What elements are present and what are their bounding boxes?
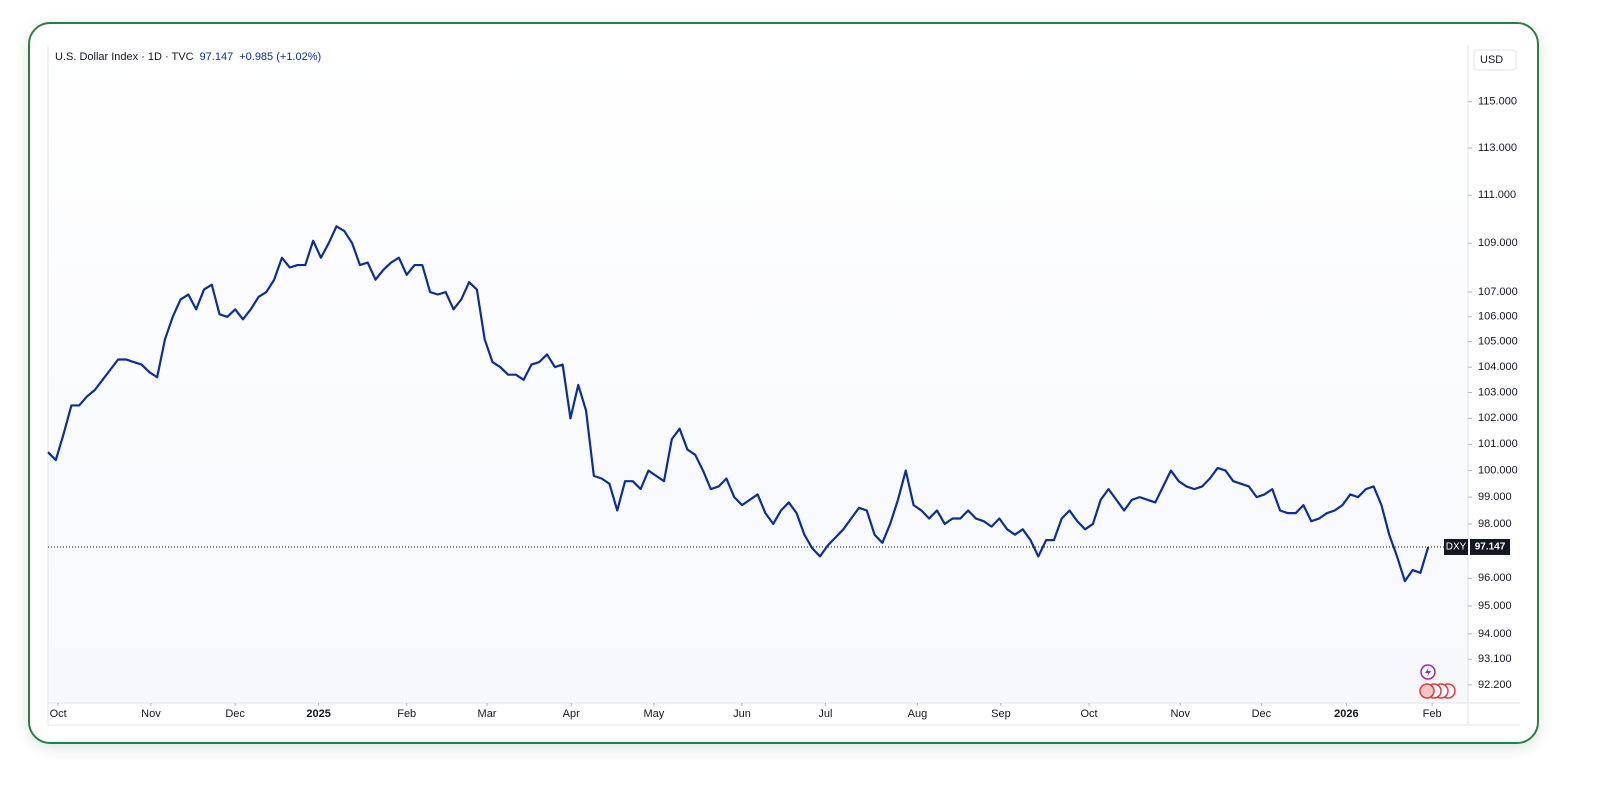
- y-tick-label: 100.000: [1478, 464, 1518, 476]
- y-tick-label: 106.000: [1478, 311, 1518, 323]
- plot-area: [48, 45, 1468, 703]
- x-tick-label: Sep: [991, 708, 1011, 720]
- y-tick-label: 99.000: [1478, 491, 1512, 503]
- y-tick-label: 111.000: [1478, 189, 1516, 201]
- y-tick-label: 92.200: [1478, 679, 1512, 691]
- x-tick-label: 2025: [306, 708, 330, 720]
- x-tick-label: Nov: [141, 708, 161, 720]
- y-tick-label: 113.000: [1478, 142, 1517, 154]
- legend-header: U.S. Dollar Index · 1D · TVC 97.147 +0.985…: [55, 51, 321, 63]
- y-tick-label: 109.000: [1478, 237, 1518, 249]
- y-tick-label: 95.000: [1478, 600, 1512, 612]
- y-tick-label: 98.000: [1478, 518, 1512, 530]
- x-tick-label: Dec: [225, 708, 245, 720]
- x-tick-label: Jun: [733, 708, 751, 720]
- x-tick-label: Mar: [478, 708, 497, 720]
- x-tick-label: Feb: [1423, 708, 1442, 720]
- x-tick-label: Feb: [397, 708, 416, 720]
- x-tick-label: Dec: [1252, 708, 1272, 720]
- x-tick-label: Jul: [818, 708, 832, 720]
- event-icons: [1419, 664, 1456, 699]
- x-tick-label: 2026: [1334, 708, 1358, 720]
- x-tick-label: Aug: [908, 708, 928, 720]
- price-badge-label: 97.147: [1475, 542, 1506, 553]
- x-tick-label: May: [644, 708, 665, 720]
- x-tick-label: Nov: [1170, 708, 1190, 720]
- price-badge: [1470, 538, 1510, 555]
- y-tick-label: 94.000: [1478, 628, 1512, 640]
- currency[interactable]: USD: [1480, 54, 1503, 66]
- y-tick-label: 93.100: [1478, 653, 1512, 665]
- y-tick-label: 103.000: [1478, 386, 1518, 398]
- x-tick-label: Apr: [563, 708, 580, 720]
- y-tick-label: 96.000: [1478, 572, 1512, 584]
- price-line: [47, 225, 1430, 583]
- last-price: 97.147: [199, 51, 234, 63]
- y-tick-label: 105.000: [1478, 336, 1518, 348]
- y-tick-label: 101.000: [1478, 438, 1518, 450]
- symbol-badge: [1444, 538, 1468, 555]
- x-tick-label: Oct: [50, 708, 67, 720]
- symbol-title: U.S. Dollar Index · 1D · TVC: [55, 51, 194, 63]
- y-tick-label: 115.000: [1478, 96, 1517, 108]
- symbol-label: DXY: [1446, 542, 1467, 553]
- currency-button[interactable]: [1473, 49, 1517, 71]
- y-tick-label: 104.000: [1478, 361, 1518, 373]
- y-tick-label: 102.000: [1478, 412, 1518, 424]
- price-change: +0.985 (+1.02%): [239, 51, 322, 63]
- y-tick-label: 107.000: [1478, 286, 1518, 298]
- x-tick-label: Oct: [1080, 708, 1097, 720]
